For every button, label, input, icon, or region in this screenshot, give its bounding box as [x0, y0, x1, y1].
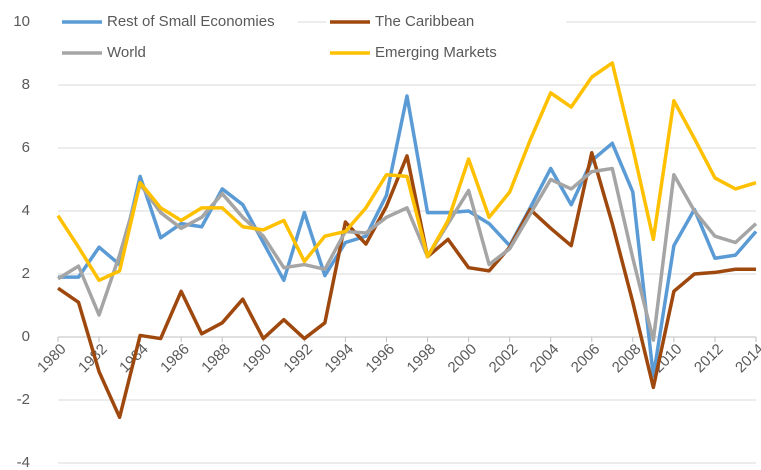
x-tick-label: 2004	[527, 341, 563, 377]
y-tick-label: 10	[13, 13, 30, 30]
legend-label: Emerging Markets	[375, 44, 497, 61]
y-tick-label: -4	[17, 454, 30, 470]
series-line	[56, 61, 757, 283]
x-tick-label: 1992	[280, 341, 316, 377]
x-tick-label: 1988	[198, 341, 234, 377]
x-tick-label: 1980	[34, 341, 70, 377]
y-tick-label: 4	[22, 202, 30, 219]
x-tick-label: 1986	[157, 341, 193, 377]
x-tick-label: 1996	[362, 341, 398, 377]
y-tick-label: 6	[22, 139, 30, 156]
legend-bg	[58, 42, 298, 64]
legend-label: The Caribbean	[375, 13, 474, 30]
legend-label: World	[107, 44, 146, 61]
x-tick-label: 2012	[691, 341, 727, 377]
x-tick-label: 2002	[486, 341, 522, 377]
y-tick-label: 2	[22, 265, 30, 282]
x-tick-label: 2014	[732, 341, 761, 377]
x-tick-label: 1994	[321, 341, 357, 377]
y-tick-label: -2	[17, 391, 30, 408]
x-tick-label: 2006	[568, 341, 604, 377]
legend-label: Rest of Small Economies	[107, 13, 275, 30]
series-line	[57, 166, 758, 342]
y-tick-label: 8	[22, 76, 30, 93]
legend-bg	[58, 11, 298, 33]
x-tick-label: 1998	[404, 341, 440, 377]
series-line	[57, 150, 756, 420]
x-tick-label: 1990	[239, 341, 275, 377]
x-tick-label: 2000	[445, 341, 481, 377]
y-tick-label: 0	[22, 328, 30, 345]
legend-bg	[326, 42, 566, 64]
series-line	[58, 94, 758, 379]
x-tick-label: 2008	[609, 341, 645, 377]
legend-bg	[326, 11, 566, 33]
